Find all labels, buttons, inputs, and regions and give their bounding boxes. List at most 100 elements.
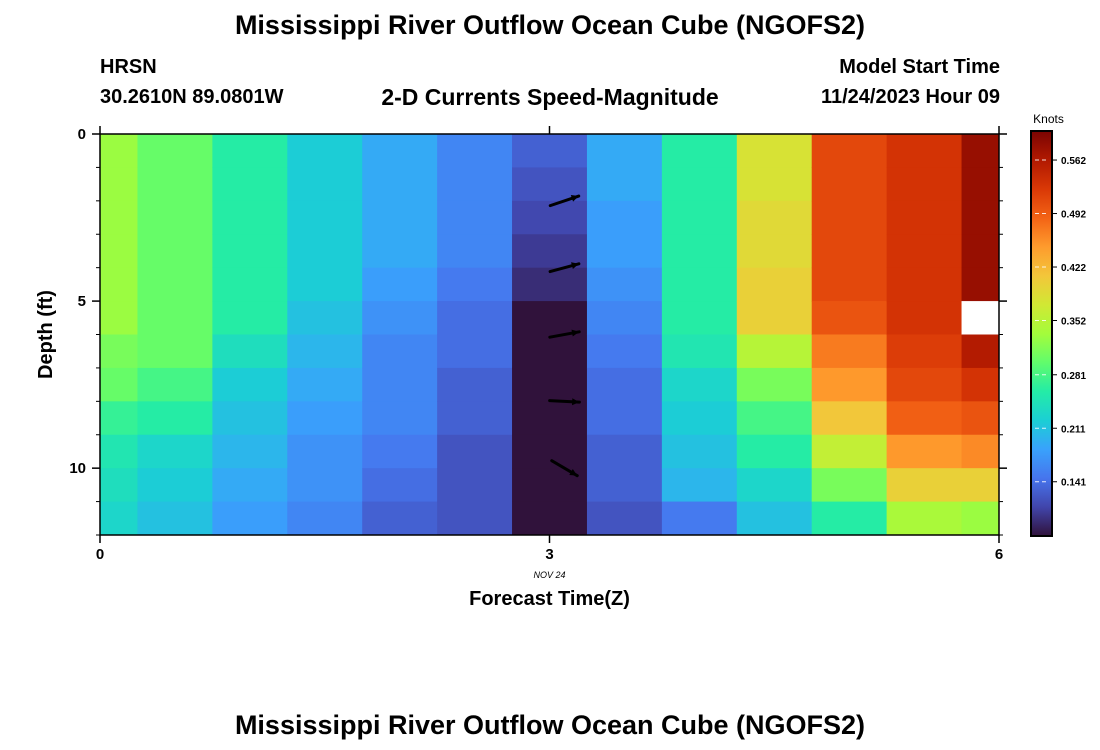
- heatmap-cell: [437, 334, 513, 369]
- heatmap-cell: [287, 267, 363, 302]
- heatmap-cell: [212, 367, 288, 402]
- current-vector-arrow: [550, 459, 579, 478]
- heatmap-cell: [586, 501, 663, 536]
- heatmap-cell: [137, 167, 213, 202]
- heatmap-cell: [811, 334, 888, 369]
- heatmap-cell: [811, 134, 888, 168]
- heatmap-cell: [100, 501, 138, 536]
- heatmap-cell: [961, 301, 1000, 335]
- heatmap-cell: [212, 401, 288, 436]
- heatmap-cell: [100, 468, 138, 503]
- heatmap-cell: [212, 334, 288, 369]
- heatmap-cell: [287, 301, 363, 335]
- heatmap-cell: [886, 434, 963, 469]
- heatmap-cell: [811, 367, 888, 402]
- heatmap-cell: [287, 367, 363, 402]
- heatmap-cell: [961, 334, 1000, 369]
- heatmap-cell: [661, 434, 738, 469]
- current-vector-arrow: [548, 262, 581, 274]
- heatmap-cell: [100, 334, 138, 369]
- current-vector-arrow: [548, 329, 581, 339]
- heatmap-cell: [512, 301, 588, 335]
- x-tick-label: 6: [995, 546, 1003, 563]
- heatmap-cell: [512, 468, 588, 503]
- heatmap-cell: [886, 234, 963, 269]
- heatmap-cell: [736, 501, 813, 536]
- y-tick-label: 10: [69, 460, 86, 477]
- heatmap-cell: [961, 501, 1000, 536]
- heatmap-cell: [661, 468, 738, 503]
- heatmap-cell: [137, 134, 213, 168]
- heatmap-cell: [437, 301, 513, 335]
- x-tick-label: 0: [96, 546, 104, 563]
- heatmap-cell: [961, 134, 1000, 168]
- heatmap-cell: [736, 401, 813, 436]
- heatmap-cell: [287, 167, 363, 202]
- heatmap-cell: [212, 167, 288, 202]
- heatmap-cell: [811, 301, 888, 335]
- heatmap-cell: [212, 267, 288, 302]
- heatmap-cell: [736, 367, 813, 402]
- heatmap-cell: [886, 401, 963, 436]
- heatmap-cell: [437, 200, 513, 235]
- chart-subtitle: 2-D Currents Speed-Magnitude: [381, 84, 719, 110]
- colorbar-label: Knots: [1033, 112, 1064, 126]
- heatmap-cell: [362, 401, 438, 436]
- heatmap-cell: [886, 367, 963, 402]
- colorbar-tick-label: 0.281: [1061, 371, 1086, 382]
- heatmap-cell: [736, 200, 813, 235]
- heatmap-cell: [100, 367, 138, 402]
- x-tick-label: 3: [545, 546, 553, 563]
- heatmap-cell: [736, 267, 813, 302]
- heatmap-cell: [586, 434, 663, 469]
- heatmap-cell: [961, 367, 1000, 402]
- heatmap-cell: [137, 501, 213, 536]
- station-name: HRSN: [100, 56, 157, 78]
- heatmap-cell: [100, 301, 138, 335]
- heatmap-cell: [212, 200, 288, 235]
- heatmap-cell: [437, 434, 513, 469]
- heatmap-cell: [512, 501, 588, 536]
- heatmap-cell: [586, 301, 663, 335]
- heatmap-cell: [137, 468, 213, 503]
- model-start-label: Model Start Time: [839, 56, 1000, 78]
- heatmap-cell: [437, 134, 513, 168]
- heatmap-cell: [586, 334, 663, 369]
- heatmap-cell: [287, 334, 363, 369]
- station-coordinates: 30.2610N 89.0801W: [100, 86, 284, 108]
- page-title-repeat: Mississippi River Outflow Ocean Cube (NG…: [234, 710, 866, 740]
- heatmap-cell: [512, 134, 588, 168]
- heatmap-cell: [212, 501, 288, 536]
- heatmap-cell: [137, 334, 213, 369]
- current-vectors: [548, 194, 581, 478]
- colorbar-ticks: 0.562 0.492 0.422 0.352 0.281 0.211 0.141: [1035, 156, 1086, 489]
- heatmap-cell: [586, 167, 663, 202]
- heatmap-cell: [736, 334, 813, 369]
- heatmap-cell: [736, 468, 813, 503]
- heatmap-cell: [512, 401, 588, 436]
- y-tick-label: 5: [78, 293, 86, 310]
- heatmap-cell: [437, 401, 513, 436]
- heatmap-cell: [811, 200, 888, 235]
- colorbar-tick-label: 0.211: [1061, 424, 1086, 435]
- heatmap-cell: [886, 468, 963, 503]
- heatmap-cell: [736, 167, 813, 202]
- heatmap-cell: [886, 334, 963, 369]
- heatmap-cell: [886, 200, 963, 235]
- heatmap-cell: [137, 301, 213, 335]
- colorbar-tick-label: 0.492: [1061, 210, 1086, 221]
- heatmap-cell: [736, 134, 813, 168]
- model-start-value: 11/24/2023 Hour 09: [820, 86, 1000, 108]
- heatmap-cell: [287, 501, 363, 536]
- heatmap-cell: [362, 301, 438, 335]
- heatmap-cell: [362, 134, 438, 168]
- heatmap-cell: [362, 234, 438, 269]
- heatmap-cell: [212, 234, 288, 269]
- heatmap-cell: [437, 167, 513, 202]
- colorbar-tick-label: 0.422: [1061, 263, 1086, 274]
- heatmap-cell: [811, 401, 888, 436]
- heatmap-cell: [362, 501, 438, 536]
- heatmap-cell: [100, 401, 138, 436]
- heatmap-cell: [287, 468, 363, 503]
